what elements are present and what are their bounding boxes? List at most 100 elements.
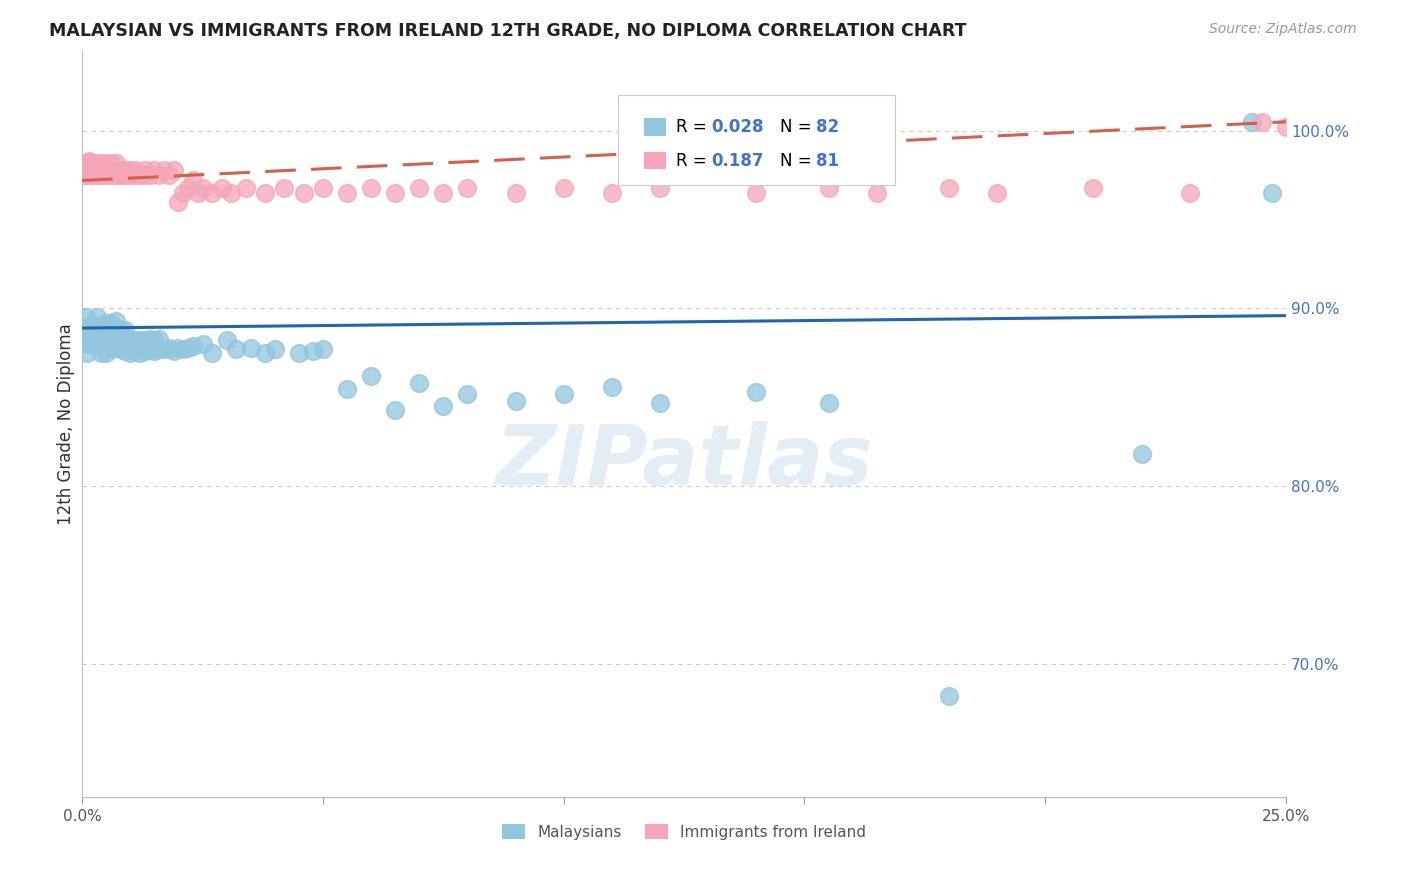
Point	[124, 334, 146, 348]
Y-axis label: 12th Grade, No Diploma: 12th Grade, No Diploma	[58, 323, 75, 524]
Point	[104, 341, 127, 355]
Point	[138, 332, 160, 346]
Point	[86, 155, 108, 169]
Point	[134, 162, 156, 177]
Point	[90, 155, 112, 169]
Point	[172, 186, 194, 200]
Text: 0.028: 0.028	[711, 118, 765, 136]
Point	[302, 344, 325, 359]
Point	[86, 310, 108, 325]
Point	[104, 325, 127, 339]
Point	[1275, 120, 1298, 135]
Point	[648, 180, 671, 194]
Point	[432, 186, 454, 200]
Point	[86, 337, 108, 351]
Point	[110, 323, 132, 337]
Point	[79, 153, 101, 168]
Point	[292, 186, 315, 200]
Point	[93, 164, 115, 178]
Point	[505, 393, 527, 408]
Point	[110, 162, 132, 177]
Point	[157, 341, 180, 355]
Point	[114, 323, 136, 337]
Point	[167, 341, 190, 355]
Point	[75, 155, 97, 169]
Point	[134, 334, 156, 348]
Point	[148, 168, 170, 182]
Text: 0.187: 0.187	[711, 152, 765, 169]
Point	[312, 343, 335, 357]
Point	[104, 155, 127, 169]
Point	[124, 162, 146, 177]
Point	[143, 334, 166, 348]
Point	[77, 164, 100, 178]
Point	[134, 344, 156, 359]
Point	[1250, 115, 1272, 129]
Point	[153, 162, 176, 177]
Point	[76, 337, 98, 351]
Point	[79, 328, 101, 343]
Text: R =: R =	[676, 152, 711, 169]
Point	[153, 343, 176, 357]
Point	[177, 341, 200, 355]
FancyBboxPatch shape	[617, 95, 894, 186]
Point	[172, 343, 194, 357]
Legend: Malaysians, Immigrants from Ireland: Malaysians, Immigrants from Ireland	[496, 818, 872, 846]
Text: N =: N =	[780, 118, 817, 136]
Point	[79, 319, 101, 334]
Point	[86, 168, 108, 182]
Point	[129, 346, 152, 360]
Point	[86, 162, 108, 177]
Point	[986, 186, 1008, 200]
Point	[432, 399, 454, 413]
Text: 81: 81	[817, 152, 839, 169]
Point	[745, 385, 768, 400]
Point	[90, 346, 112, 360]
Point	[336, 186, 359, 200]
Point	[1178, 186, 1201, 200]
Point	[100, 162, 122, 177]
Point	[114, 168, 136, 182]
Point	[191, 180, 214, 194]
Point	[114, 334, 136, 348]
Point	[138, 343, 160, 357]
Point	[600, 186, 623, 200]
Point	[1241, 115, 1264, 129]
Point	[336, 382, 359, 396]
Point	[104, 334, 127, 348]
Point	[104, 314, 127, 328]
Point	[110, 343, 132, 357]
Text: 82: 82	[817, 118, 839, 136]
Point	[76, 155, 98, 169]
Point	[163, 344, 186, 359]
Point	[360, 180, 382, 194]
Point	[221, 186, 243, 200]
Point	[100, 168, 122, 182]
Point	[163, 162, 186, 177]
Point	[167, 194, 190, 209]
Point	[80, 328, 103, 343]
Point	[124, 344, 146, 359]
Point	[83, 164, 105, 178]
Point	[181, 339, 204, 353]
Point	[143, 344, 166, 359]
Point	[201, 186, 224, 200]
Point	[456, 180, 478, 194]
Point	[100, 332, 122, 346]
Point	[90, 328, 112, 343]
Point	[80, 162, 103, 177]
Point	[97, 164, 120, 178]
Point	[254, 186, 277, 200]
Bar	[644, 119, 666, 136]
Point	[143, 162, 166, 177]
Point	[129, 334, 152, 348]
Point	[96, 346, 118, 360]
Point	[817, 180, 839, 194]
Point	[553, 387, 575, 401]
Point	[80, 337, 103, 351]
Point	[80, 168, 103, 182]
Point	[1130, 447, 1153, 461]
Point	[235, 180, 257, 194]
Point	[76, 168, 98, 182]
Point	[96, 323, 118, 337]
